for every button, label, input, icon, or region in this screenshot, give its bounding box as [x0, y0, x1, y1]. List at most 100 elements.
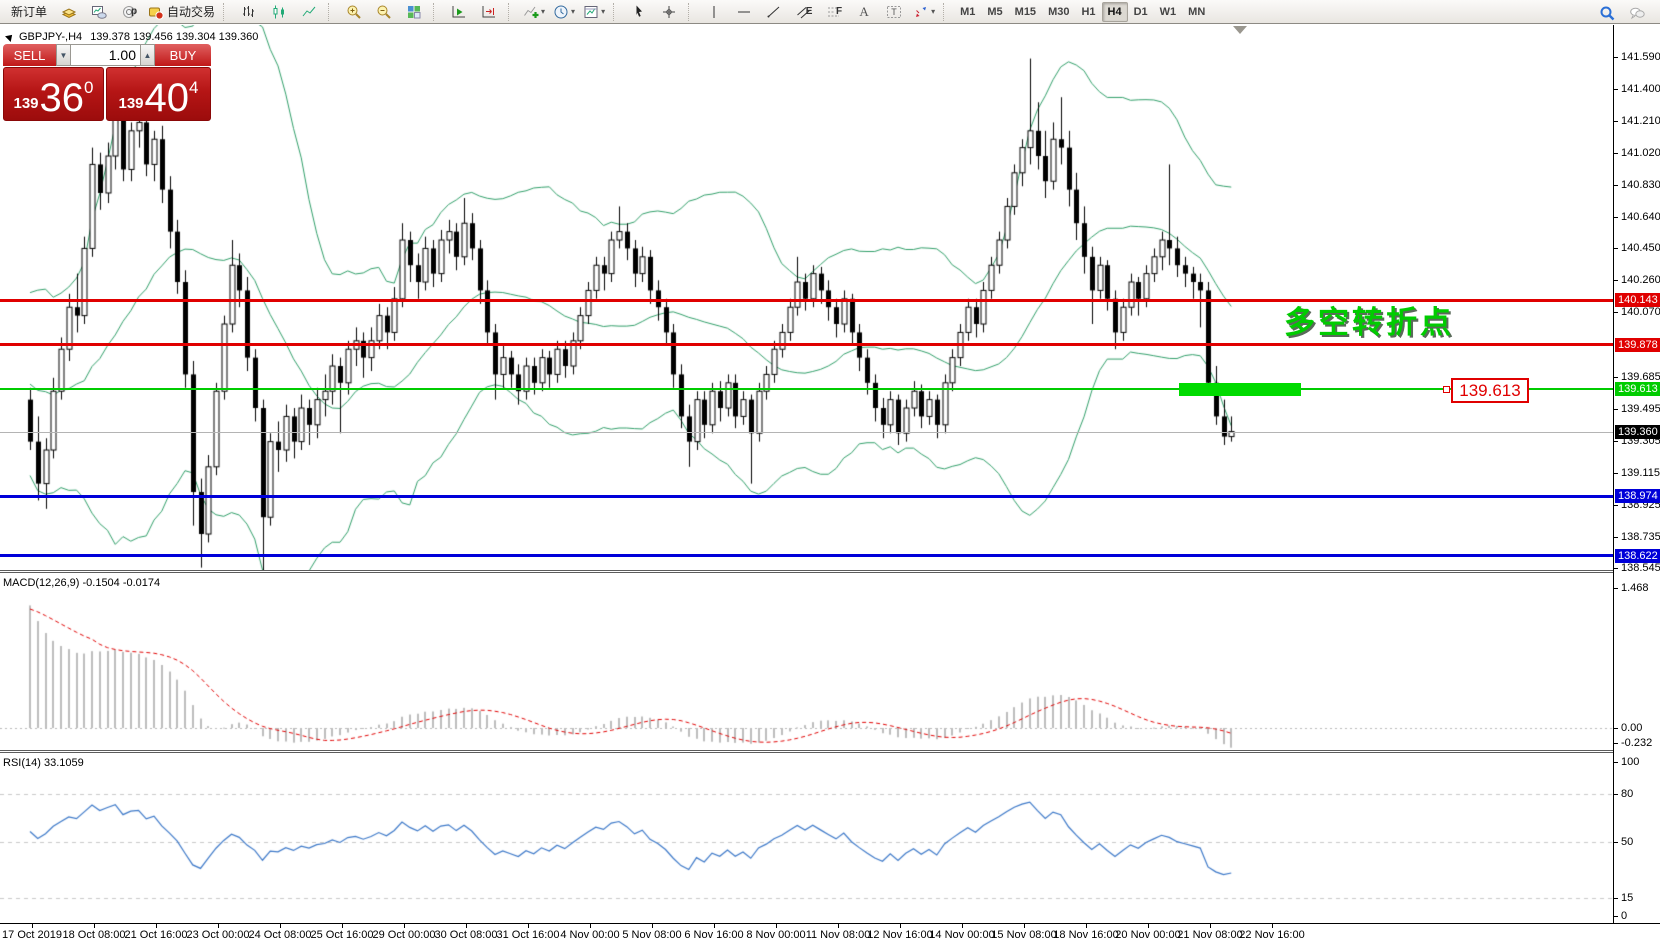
panel-splitter[interactable] [0, 570, 1660, 573]
time-axis[interactable]: 17 Oct 2019 18 Oct 08:00 21 Oct 16:00 23 Oc… [0, 923, 1660, 945]
text-icon[interactable]: A [859, 3, 869, 19]
volume-input[interactable] [71, 45, 140, 65]
axis-tick-label: 140.070 [1621, 306, 1660, 318]
signals-icon[interactable]: p [115, 1, 143, 23]
time-axis-label: 20 Nov 00:00 [1115, 929, 1181, 941]
indicators-icon[interactable]: ▾ [520, 1, 548, 23]
timeframe-m5-button[interactable]: M5 [987, 5, 1003, 18]
dropdown-caret-icon[interactable]: ▾ [571, 7, 576, 16]
timeframe-mn-button[interactable]: MN [1188, 5, 1206, 18]
community-icon[interactable] [1623, 2, 1651, 24]
axis-tick-label: 141.210 [1621, 115, 1660, 127]
axis-tick-label: 15 [1621, 892, 1634, 904]
axis-tick [1614, 842, 1618, 843]
timeframe-m1-button[interactable]: M1 [960, 5, 976, 18]
time-axis-label: 23 Oct 00:00 [186, 929, 250, 941]
new-order-button[interactable]: 新订单 [11, 5, 48, 19]
axis-tick [1614, 537, 1618, 538]
market-charts-icon[interactable] [85, 1, 113, 23]
equidistant-channel-icon[interactable]: E [790, 1, 818, 23]
toolbar-separator [433, 2, 441, 21]
timeframe-m15-button[interactable]: M15 [1014, 5, 1037, 18]
panel-expander-icon[interactable] [1233, 26, 1247, 34]
axis-tick [1614, 248, 1618, 249]
horizontal-line-139.878[interactable] [0, 343, 1613, 346]
order-book-icon[interactable] [55, 1, 83, 23]
toolbar-separator [223, 2, 231, 21]
arrows-icon[interactable]: ▾ [910, 1, 938, 23]
axis-tick-label: -0.232 [1621, 737, 1653, 749]
chart-shift-icon[interactable] [475, 1, 503, 23]
axis-tick-label: 141.590 [1621, 51, 1660, 63]
sell-button[interactable]: SELL [3, 44, 56, 66]
volume-decrease-button[interactable]: ▼ [56, 44, 71, 66]
axis-tick-label: 141.400 [1621, 83, 1660, 95]
buy-price-display[interactable]: 139 40 4 [106, 67, 211, 121]
dropdown-caret-icon[interactable]: ▾ [601, 7, 606, 16]
zoom-out-icon[interactable] [370, 1, 398, 23]
buy-price-prefix: 139 [118, 95, 144, 112]
horizontal-line-140.143[interactable] [0, 299, 1613, 302]
periods-icon[interactable]: ▾ [550, 1, 578, 23]
chart-annotation-text[interactable]: 多空转折点 [1284, 305, 1454, 340]
line-chart-icon[interactable] [295, 1, 323, 23]
rsi-chart-canvas[interactable] [0, 753, 1613, 923]
time-axis-label: 30 Oct 08:00 [434, 929, 498, 941]
candlestick-chart-icon[interactable] [265, 1, 293, 23]
axis-tick [1614, 185, 1618, 186]
time-axis-label: 25 Oct 16:00 [310, 929, 374, 941]
axis-tick [1614, 121, 1618, 122]
crosshair-icon[interactable] [655, 1, 683, 23]
axis-tick-label: 138.735 [1621, 531, 1660, 543]
price-chart-canvas[interactable] [0, 25, 1613, 570]
volume-increase-button[interactable]: ▲ [140, 44, 155, 66]
timeframe-h1-button[interactable]: H1 [1081, 5, 1096, 18]
dropdown-caret-icon[interactable]: ▾ [931, 7, 936, 16]
horizontal-line-138.974[interactable] [0, 495, 1613, 498]
dropdown-caret-icon[interactable]: ▾ [541, 7, 546, 16]
time-axis-tick [838, 924, 839, 928]
horizontal-line-icon[interactable] [730, 1, 758, 23]
axis-tick [1614, 762, 1618, 763]
search-icon[interactable] [1593, 2, 1621, 24]
macd-chart-canvas[interactable] [0, 573, 1613, 750]
time-axis-tick [466, 924, 467, 928]
horizontal-line-138.622[interactable] [0, 554, 1613, 557]
templates-icon[interactable]: ▾ [580, 1, 608, 23]
cursor-icon[interactable] [625, 1, 653, 23]
axis-price-badge: 140.143 [1615, 293, 1660, 307]
vertical-line-icon[interactable] [700, 1, 728, 23]
price-tag-label[interactable]: 139.613 [1451, 378, 1529, 403]
sell-price-pip: 0 [84, 78, 94, 97]
time-axis-label: 12 Nov 16:00 [867, 929, 933, 941]
text-label-icon[interactable]: T [880, 1, 908, 23]
buy-button[interactable]: BUY [155, 44, 211, 66]
timeframe-h4-button[interactable]: H4 [1101, 1, 1128, 22]
time-axis-label: 18 Oct 08:00 [62, 929, 126, 941]
time-axis-tick [218, 924, 219, 928]
axis-tick-label: 0.00 [1621, 722, 1643, 734]
axis-tick-label: 139.685 [1621, 371, 1660, 383]
tile-windows-icon[interactable] [400, 1, 428, 23]
timeframe-m30-button[interactable]: M30 [1048, 5, 1070, 18]
highlight-rectangle[interactable] [1179, 383, 1301, 396]
time-axis-tick [156, 924, 157, 928]
horizontal-line-139.613[interactable] [0, 388, 1613, 390]
sell-price-display[interactable]: 139 36 0 [3, 67, 104, 121]
auto-trading-button[interactable]: 自动交易 [145, 1, 218, 23]
bar-chart-icon[interactable] [235, 1, 263, 23]
timeframe-w1-button[interactable]: W1 [1159, 5, 1177, 18]
timeframe-d1-button[interactable]: D1 [1133, 5, 1148, 18]
zoom-in-icon[interactable] [340, 1, 368, 23]
price-axis[interactable]: 141.590 141.400 141.210 141.020 140.830 140.6… [1613, 25, 1660, 923]
time-axis-tick [1272, 924, 1273, 928]
axis-tick-label: 80 [1621, 788, 1634, 800]
panel-splitter[interactable] [0, 750, 1660, 753]
axis-tick [1614, 743, 1618, 744]
svg-text:T: T [891, 7, 897, 17]
toolbar-separator [613, 2, 621, 21]
auto-scroll-icon[interactable] [445, 1, 473, 23]
fibonacci-icon[interactable]: F [820, 1, 848, 23]
trendline-icon[interactable] [760, 1, 788, 23]
